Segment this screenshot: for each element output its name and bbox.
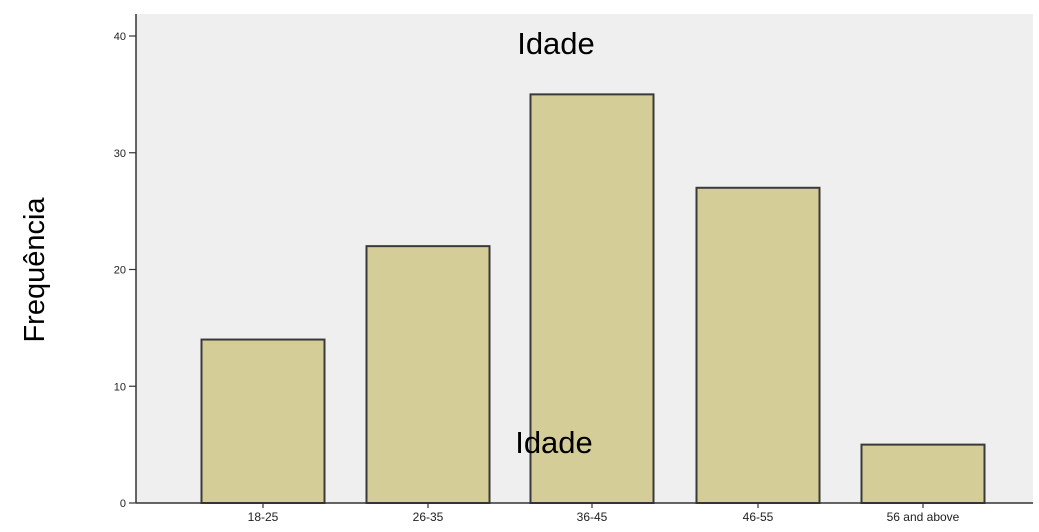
chart-title: Idade [517,26,595,61]
bar-56-and-above [860,443,986,504]
y-tick-label-10: 10 [114,381,126,393]
x-tick-label-0: 18-25 [248,510,279,524]
overlay-label: Idade [515,425,593,460]
y-tick-label-30: 30 [114,148,126,160]
y-tick-label-0: 0 [120,498,126,510]
axis-layer: 0 10 20 30 40 18-25 26-35 36-45 46-55 56 and abov… [114,14,1033,524]
x-tick-label-1: 26-35 [413,510,444,524]
bar-26-35 [365,245,491,504]
bar-18-25 [200,338,326,504]
bar-36-45 [529,93,655,504]
y-tick-label-40: 40 [114,31,126,43]
bars-layer [200,93,986,504]
x-tick-label-4: 56 and above [887,510,960,524]
x-tick-label-2: 36-45 [577,510,608,524]
bar-46-55 [695,186,821,504]
y-axis-label: Frequência [19,197,51,343]
y-tick-label-20: 20 [114,265,126,277]
x-tick-label-3: 46-55 [743,510,774,524]
